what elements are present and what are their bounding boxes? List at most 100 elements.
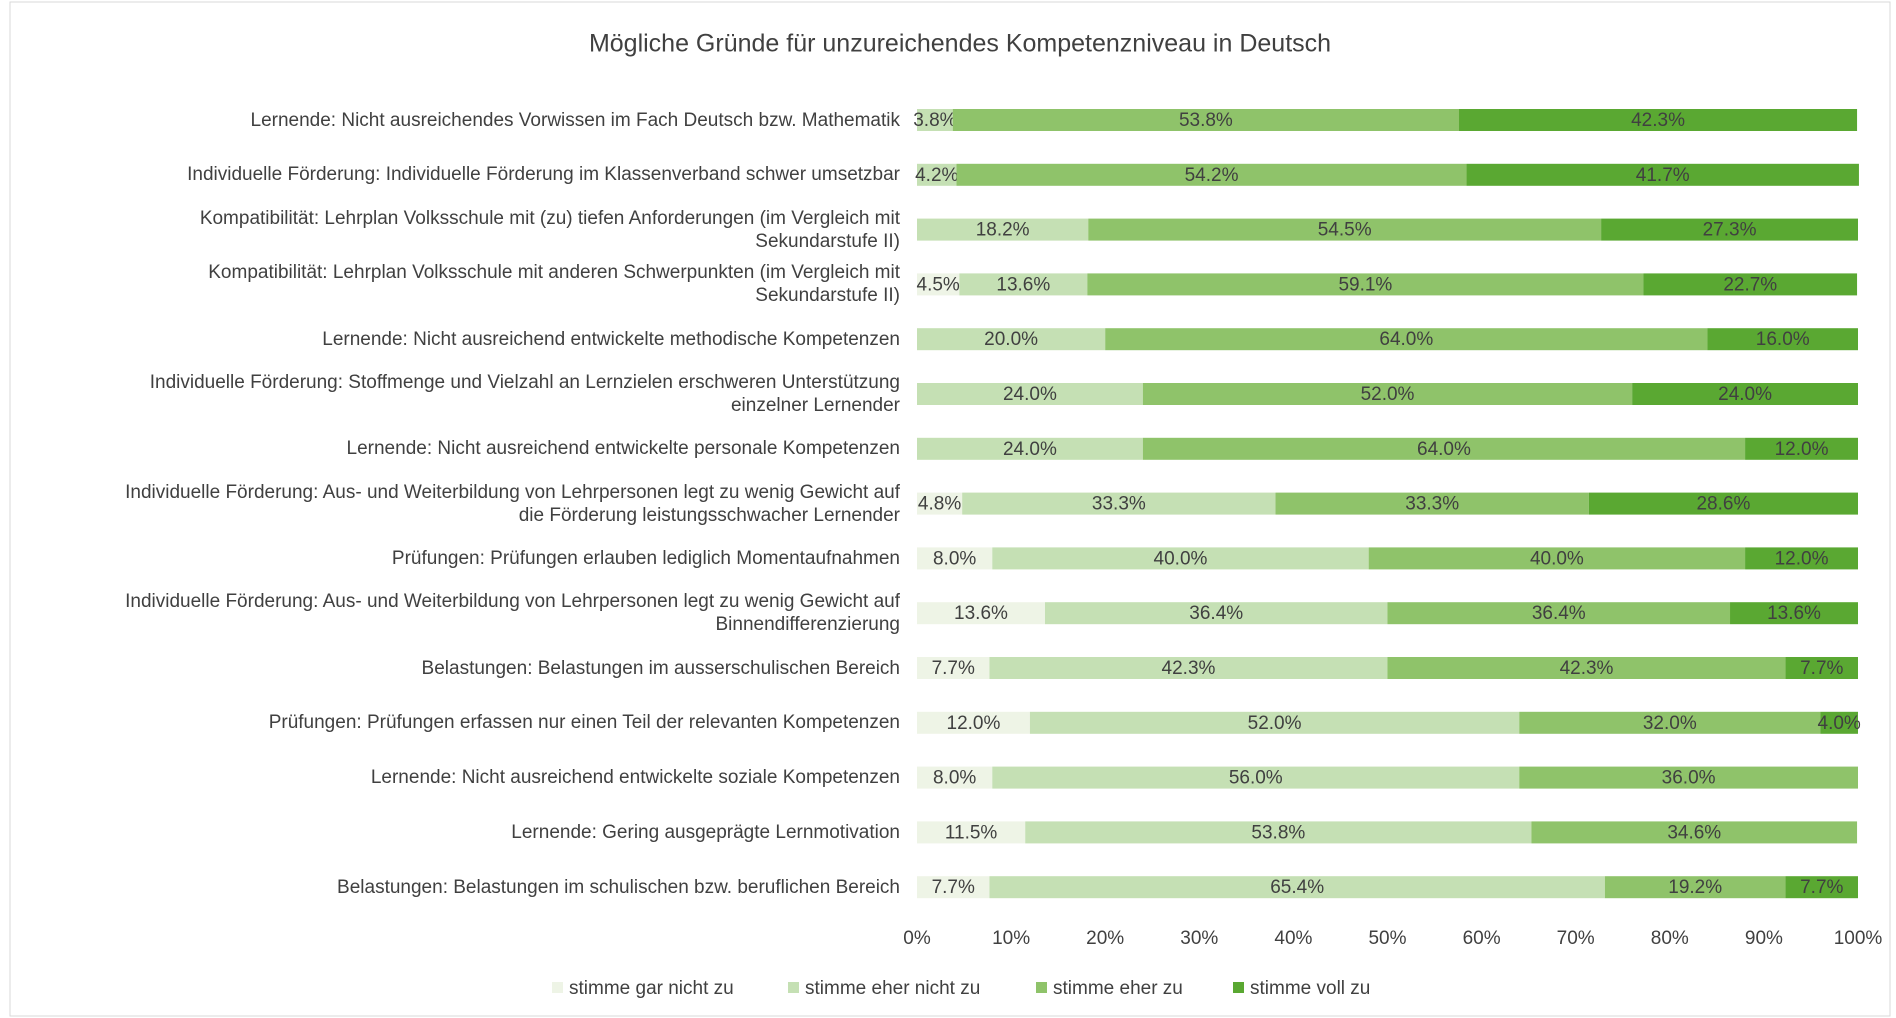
data-label: 56.0% [1229, 768, 1283, 789]
data-label: 24.0% [1003, 439, 1057, 460]
category-label-box: Prüfungen: Prüfungen erfassen nur einen … [268, 712, 900, 734]
bar-segment [917, 328, 1106, 351]
bar-segment [1029, 711, 1520, 734]
bar-segment [1519, 766, 1858, 789]
legend-swatch [1233, 982, 1244, 993]
data-label: 53.8% [1251, 822, 1305, 843]
bar-segment [1820, 711, 1858, 734]
data-label: 54.2% [1185, 165, 1239, 186]
data-label: 7.7% [932, 658, 975, 679]
data-label: 59.1% [1338, 274, 1392, 295]
category-label-box: Individuelle Förderung: Aus- und Weiterb… [125, 481, 900, 526]
y-tick-label: Lernende: Nicht ausreichend entwickelte … [346, 438, 900, 460]
bar-segment [1275, 492, 1589, 515]
y-tick-label: Belastungen: Belastungen im ausserschuli… [421, 657, 900, 679]
x-tick-label: 70% [1557, 928, 1595, 949]
bar-segment [962, 492, 1276, 515]
bar-segment [1044, 602, 1388, 625]
bar-segment [917, 602, 1045, 625]
data-label: 36.0% [1662, 768, 1716, 789]
x-tick-label: 20% [1086, 928, 1124, 949]
bar-segment [917, 711, 1030, 734]
bar-segment [1707, 328, 1858, 351]
bar-segment [1025, 821, 1532, 844]
data-label: 42.3% [1631, 110, 1685, 131]
y-tick-label: Kompatibilität: Lehrplan Volksschule mit… [199, 207, 900, 252]
bar-segment [1785, 876, 1858, 899]
bar-segment [917, 876, 990, 899]
bar-segment [917, 383, 1143, 405]
chart-title: Mögliche Gründe für unzureichendes Kompe… [589, 30, 1331, 58]
data-label: 18.2% [976, 220, 1030, 241]
data-label: 52.0% [1361, 384, 1415, 405]
data-label: 4.8% [918, 494, 961, 515]
bar-segment [1745, 437, 1858, 460]
data-label: 33.3% [1405, 494, 1459, 515]
data-label: 19.2% [1668, 877, 1722, 898]
legend-label: stimme eher nicht zu [805, 978, 980, 999]
bar-segment [1604, 876, 1786, 899]
y-tick-label: Prüfungen: Prüfungen erfassen nur einen … [268, 712, 900, 734]
legend-swatch [552, 982, 563, 993]
data-label: 8.0% [933, 768, 976, 789]
bar-segment [917, 492, 963, 515]
y-tick-label: Individuelle Förderung: Stoffmenge und V… [149, 372, 900, 416]
legend-label: stimme voll zu [1250, 978, 1370, 999]
y-tick-label: Belastungen: Belastungen im schulischen … [337, 876, 900, 898]
bar-segment [1643, 273, 1858, 296]
data-label: 13.6% [1767, 603, 1821, 624]
bar-segment [1387, 602, 1731, 625]
bar-segment [989, 876, 1605, 899]
data-label: 3.8% [913, 110, 956, 131]
legend-label: stimme eher zu [1053, 978, 1183, 999]
category-label-box: Individuelle Förderung: Aus- und Weiterb… [125, 591, 900, 635]
data-label: 36.4% [1532, 603, 1586, 624]
y-tick-label: Prüfungen: Prüfungen erlauben lediglich … [391, 547, 900, 569]
data-label: 52.0% [1248, 713, 1302, 734]
data-label: 4.2% [915, 165, 958, 186]
bar-segment [956, 163, 1467, 186]
bar-segment [917, 109, 953, 131]
category-label-box: Belastungen: Belastungen im schulischen … [337, 876, 900, 898]
bar-segment [959, 273, 1088, 296]
category-label-box: Lernende: Nicht ausreichend entwickelte … [371, 767, 900, 788]
bar-segment [1142, 437, 1746, 460]
bar-segment [1601, 218, 1858, 241]
y-tick-label: Lernende: Nicht ausreichendes Vorwissen … [250, 109, 900, 131]
bar-segment [992, 766, 1520, 789]
bar-segment [1632, 383, 1858, 405]
data-label: 32.0% [1643, 713, 1697, 734]
x-tick-label: 10% [992, 928, 1030, 949]
legend-swatch [1036, 982, 1047, 993]
y-tick-label: Lernende: Nicht ausreichend entwickelte … [322, 328, 900, 350]
x-tick-label: 40% [1274, 928, 1312, 949]
y-tick-label: Individuelle Förderung: Individuelle För… [187, 164, 900, 186]
data-label: 40.0% [1530, 548, 1584, 569]
bar-segment [989, 657, 1388, 679]
category-label-box: Kompatibilität: Lehrplan Volksschule mit… [199, 207, 900, 252]
category-label-box: Lernende: Nicht ausreichendes Vorwissen … [250, 109, 900, 131]
data-label: 24.0% [1003, 384, 1057, 405]
bar-segment [917, 273, 960, 296]
data-label: 65.4% [1270, 877, 1324, 898]
category-label-box: Individuelle Förderung: Individuelle För… [187, 164, 900, 186]
legend-label: stimme gar nicht zu [569, 978, 734, 999]
x-tick-label: 50% [1368, 928, 1406, 949]
data-label: 13.6% [954, 603, 1008, 624]
y-tick-label: Lernende: Gering ausgeprägte Lernmotivat… [511, 821, 900, 843]
bar-segment [1368, 547, 1746, 570]
bar-segment [1466, 163, 1859, 186]
x-tick-label: 0% [903, 928, 931, 949]
bar-segment [917, 163, 957, 186]
bar-segment [952, 109, 1460, 131]
bar-segment [1730, 602, 1858, 625]
bar-segment [1785, 657, 1858, 679]
bar-segment [1105, 328, 1708, 351]
bar-segment [1142, 383, 1633, 405]
data-label: 7.7% [1800, 658, 1843, 679]
bar-segment [992, 547, 1369, 570]
y-tick-label: Individuelle Förderung: Aus- und Weiterb… [125, 481, 900, 526]
data-label: 12.0% [947, 713, 1001, 734]
bar-segment [1588, 492, 1858, 515]
